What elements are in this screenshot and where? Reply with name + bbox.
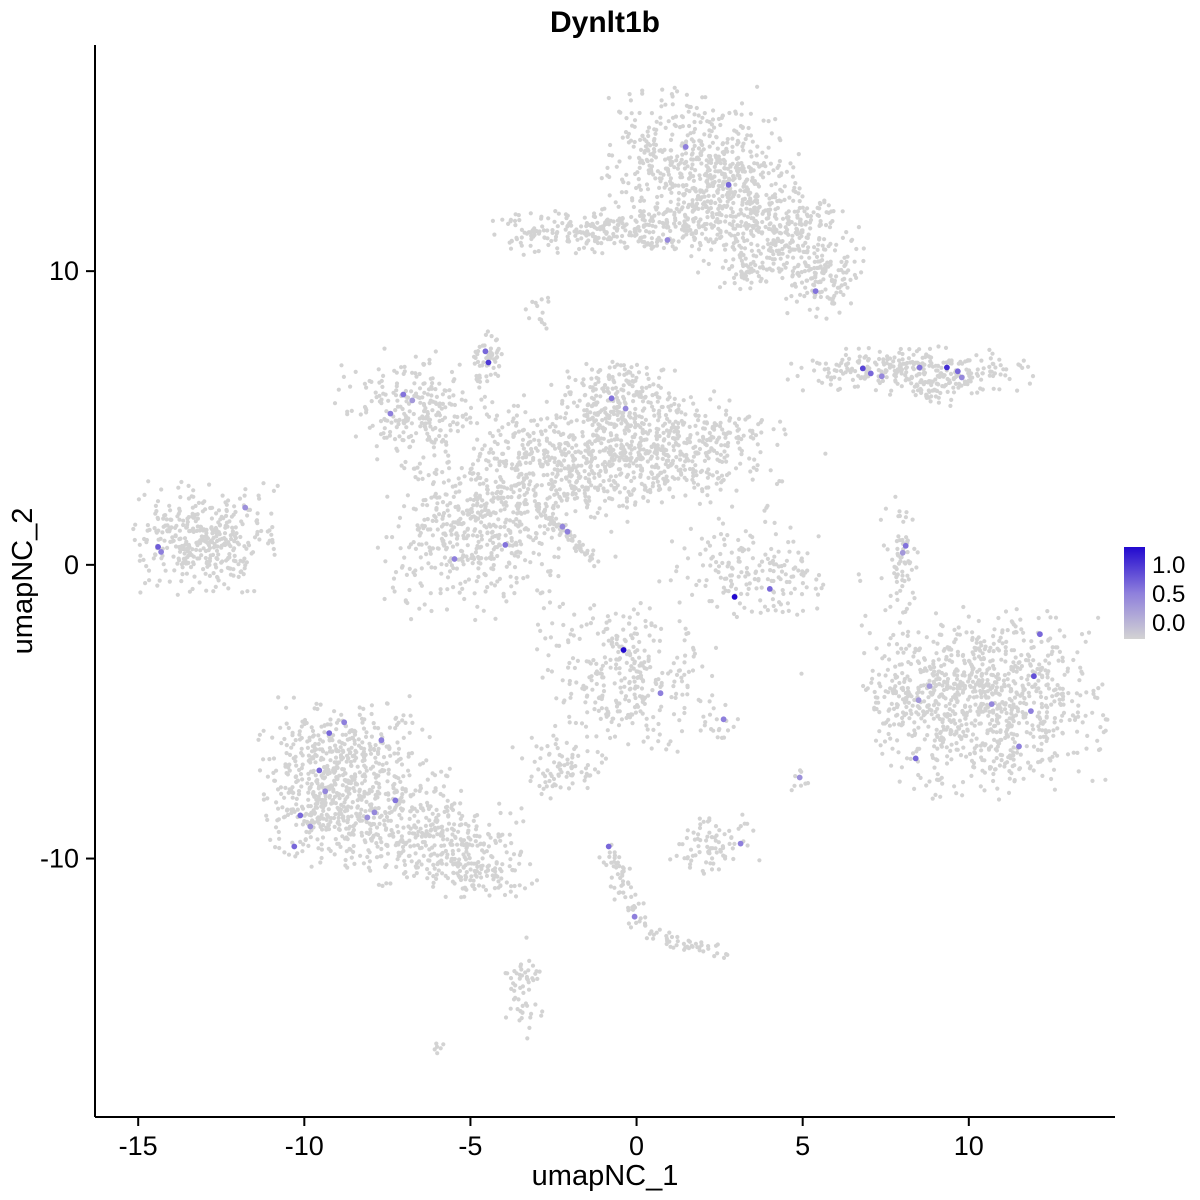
x-axis-ticks: -15 -10 -5 0 5 10 bbox=[119, 1117, 984, 1161]
points-layer bbox=[131, 84, 1110, 1056]
x-tick-label: -5 bbox=[458, 1131, 482, 1161]
y-tick-label: 0 bbox=[64, 550, 79, 580]
y-axis-label: umapNC_2 bbox=[7, 508, 39, 655]
x-tick-label: 5 bbox=[795, 1131, 810, 1161]
legend-colorbar: 1.0 0.5 0.0 bbox=[1124, 547, 1185, 639]
x-axis-label: umapNC_1 bbox=[532, 1160, 679, 1192]
axes-layer: -15 -10 -5 0 5 10 10 0 -10 umapNC_1 umapNC_2 bbox=[7, 45, 1115, 1192]
y-tick-label: -10 bbox=[40, 844, 79, 874]
legend-tick-mid: 0.5 bbox=[1152, 581, 1185, 608]
x-tick-label: -10 bbox=[285, 1131, 324, 1161]
x-tick-label: -15 bbox=[119, 1131, 158, 1161]
chart-title: Dynlt1b bbox=[550, 6, 660, 39]
y-axis-ticks: 10 0 -10 bbox=[40, 256, 95, 874]
x-tick-label: 10 bbox=[954, 1131, 984, 1161]
y-tick-label: 10 bbox=[49, 256, 79, 286]
legend-tick-high: 1.0 bbox=[1152, 552, 1185, 579]
legend-tick-low: 0.0 bbox=[1152, 610, 1185, 637]
x-tick-label: 0 bbox=[629, 1131, 644, 1161]
legend-gradient-bar bbox=[1124, 547, 1145, 639]
